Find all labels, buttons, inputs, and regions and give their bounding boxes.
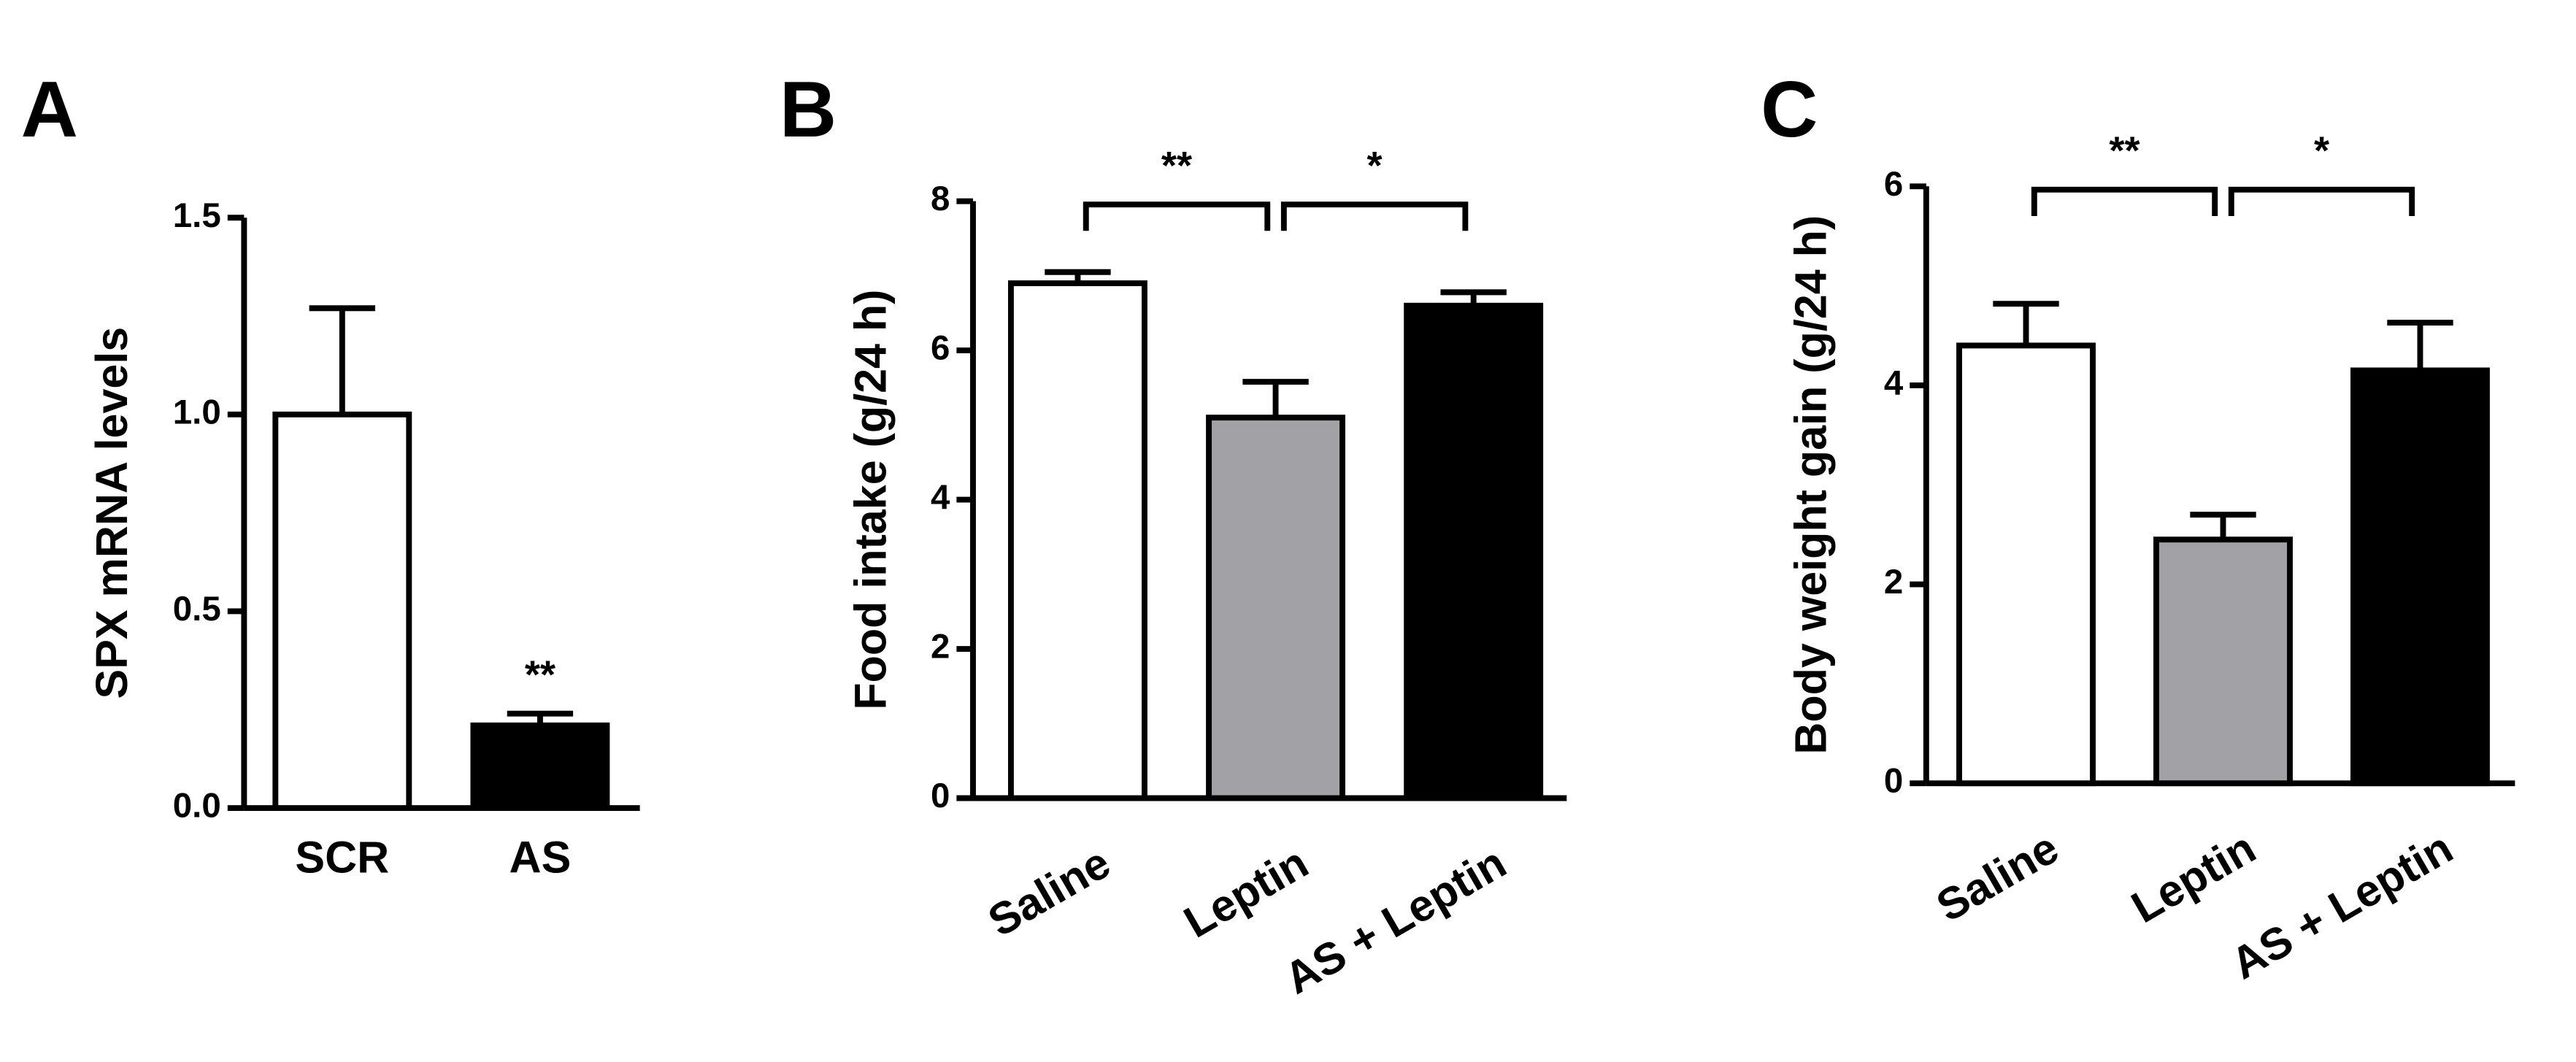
y-tick-label: 6 [931,329,950,368]
significance-bracket [2228,186,2415,216]
y-tick-label: 4 [931,478,950,517]
x-tick-label: SCR [295,832,389,882]
y-tick-label: 1.5 [173,196,221,235]
y-tick-label: 2 [1884,563,1903,601]
y-tick-label: 0.0 [173,787,221,826]
y-tick-label: 0 [1884,762,1903,801]
bar [1007,280,1147,801]
y-tick-label: 6 [1884,165,1903,204]
bar [1956,342,2096,787]
significance-label: * [2314,128,2330,172]
significance-label: ** [2109,128,2140,172]
y-axis-label: SPX mRNA levels [87,327,137,699]
x-tick-label: AS [510,832,572,882]
y-tick-label: 0.5 [173,590,221,628]
y-tick-label: 4 [1884,363,1904,402]
x-tick-label: Saline [980,837,1118,946]
bar [272,411,412,812]
x-tick-label: Leptin [2123,823,2264,932]
significance-label: ** [525,653,556,696]
x-tick-label: AS + Leptin [1276,837,1514,1004]
x-tick-label: AS + Leptin [2223,823,2461,989]
y-tick-label: 2 [931,628,950,666]
x-tick-label: Saline [1929,823,2067,931]
significance-label: * [1367,144,1383,188]
bar [2153,536,2293,787]
y-tick-label: 0 [931,777,950,815]
significance-bracket [1280,201,1469,231]
y-axis-label: Food intake (g/24 h) [846,290,896,710]
significance-bracket [2031,186,2218,216]
panel-label: B [780,65,837,153]
y-tick-label: 1.0 [173,393,221,431]
x-tick-label: Leptin [1176,837,1316,947]
panel-label: C [1761,65,1818,153]
panel-label: A [21,65,78,153]
bar [1404,302,1544,801]
bar [470,722,610,812]
significance-label: ** [1161,144,1193,188]
y-axis-label: Body weight gain (g/24 h) [1785,215,1835,755]
significance-bracket [1083,201,1271,231]
bar [1206,415,1346,801]
bar [2350,367,2490,787]
y-tick-label: 8 [931,180,950,218]
